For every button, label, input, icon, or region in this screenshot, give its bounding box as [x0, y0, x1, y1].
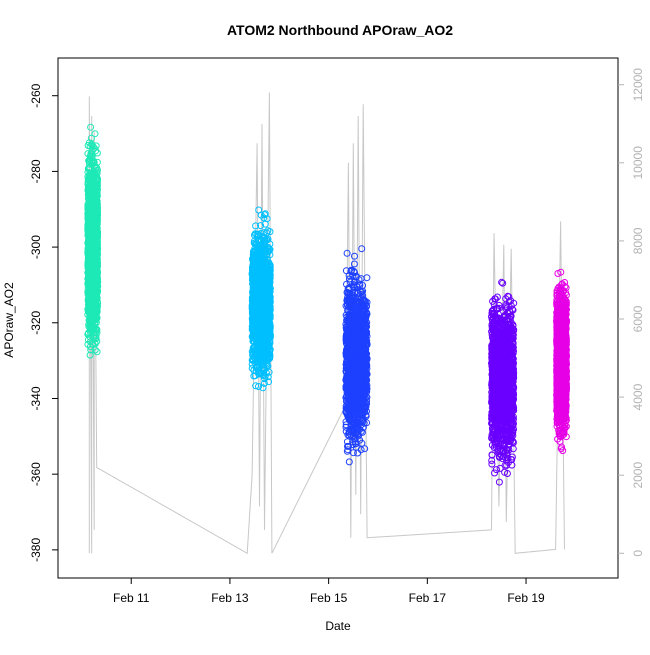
plot-area [84, 92, 570, 555]
series-1 [84, 123, 102, 359]
series-2 [248, 206, 274, 392]
data-point [86, 178, 94, 186]
data-point [89, 142, 97, 150]
data-point [85, 316, 93, 324]
data-point [89, 322, 97, 330]
data-point [87, 150, 95, 158]
data-point [87, 318, 95, 326]
data-point [93, 348, 101, 356]
data-point [93, 209, 101, 217]
data-point [87, 346, 95, 354]
data-point [86, 351, 94, 359]
data-point [91, 130, 99, 138]
data-point [89, 294, 97, 302]
data-point [358, 245, 366, 253]
data-point [91, 340, 99, 348]
data-point [86, 175, 94, 183]
data-point [255, 206, 263, 214]
data-point [90, 158, 98, 166]
data-point [92, 200, 100, 208]
data-point [85, 139, 93, 147]
data-point [86, 268, 94, 276]
data-point [92, 334, 100, 342]
data-point [87, 123, 95, 131]
data-point [88, 171, 96, 179]
chart-title: ATOM2 Northbound APOraw_AO2 [227, 22, 453, 38]
data-point [91, 318, 99, 326]
data-point [84, 150, 92, 158]
data-point [93, 236, 101, 244]
data-point [90, 144, 98, 152]
